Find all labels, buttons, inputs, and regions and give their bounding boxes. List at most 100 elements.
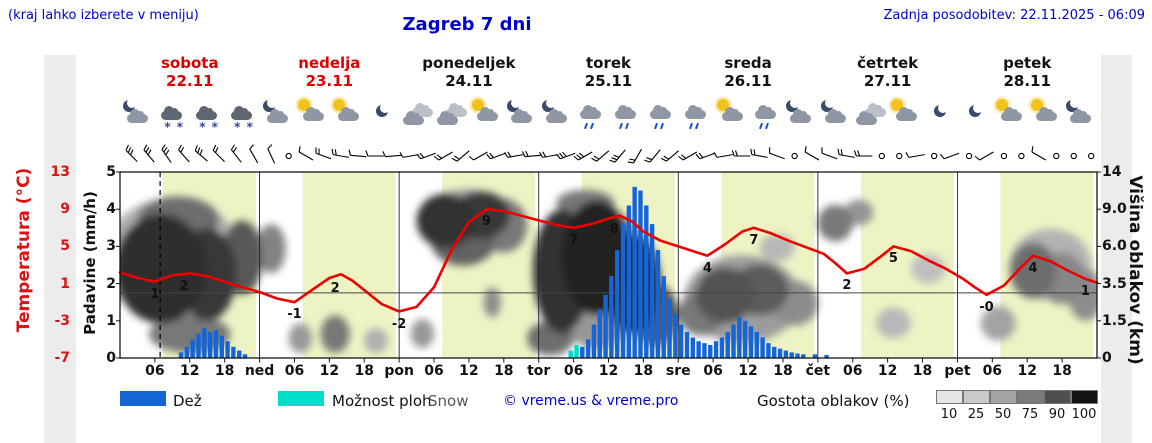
- wind-barb-icon: [178, 144, 190, 163]
- cloud-blob: [759, 234, 795, 262]
- rain-bar: [783, 350, 789, 358]
- wind-barb-icon: [212, 144, 225, 163]
- wind-barb-icon: [125, 144, 138, 163]
- rain-legend-swatch: [120, 391, 166, 406]
- calm-wind-icon: [1088, 152, 1095, 160]
- rain-bar: [754, 331, 759, 358]
- copyright-link[interactable]: © vreme.us & vreme.pro: [503, 393, 679, 409]
- wind-barb-icon: [315, 147, 332, 160]
- wind-barb-icon: [249, 144, 259, 164]
- wind-barb-icon: [905, 152, 925, 158]
- cloud-blob: [817, 204, 853, 242]
- calm-wind-icon: [1053, 152, 1060, 160]
- grid-lines: [120, 172, 1097, 358]
- wind-barb-icon: [644, 149, 661, 163]
- rain-bar: [585, 339, 591, 358]
- wind-barb-icon: [660, 150, 679, 162]
- rain-bar: [242, 354, 248, 358]
- cloud-layer: [120, 189, 1097, 356]
- temp-axis-title: Temperatura (°C): [14, 167, 34, 333]
- cloud-blob: [1009, 242, 1057, 299]
- precip-axis-title: Padavine (mm/h): [81, 191, 99, 335]
- wind-barb-icon: [695, 152, 716, 160]
- rain-bar: [231, 346, 236, 358]
- rain-bar: [731, 324, 736, 358]
- calm-wind-icon: [791, 152, 798, 160]
- axis-tick-marks: [116, 171, 1101, 363]
- wind-barb-icon: [627, 148, 643, 164]
- last-update-text: Zadnja posodobitev: 22.11.2025 - 06:09: [883, 8, 1145, 23]
- rain-bar: [661, 276, 666, 358]
- wind-barb-icon: [194, 145, 208, 162]
- wind-barb-icon: [348, 149, 367, 158]
- wind-barb-icon: [750, 148, 768, 158]
- cloud-blob: [483, 287, 501, 318]
- wind-barb-icon: [769, 147, 785, 160]
- wind-barb-icon: [713, 152, 733, 158]
- wind-barb-icon: [365, 150, 384, 157]
- precipitation-bars: [178, 186, 829, 358]
- cloud-blob: [876, 307, 911, 339]
- rain-bar: [591, 324, 597, 358]
- wind-barb-icon: [399, 152, 419, 158]
- rain-bar: [713, 341, 719, 358]
- cloud-blob: [256, 224, 286, 274]
- wind-barb-icon: [853, 150, 873, 157]
- wind-barb-icon: [1031, 146, 1047, 161]
- calm-wind-icon: [931, 152, 938, 160]
- rain-bar: [219, 335, 224, 358]
- calm-wind-icon: [965, 152, 973, 160]
- rain-bar: [812, 354, 818, 358]
- cloud-blob: [120, 214, 208, 324]
- wind-barb-icon: [609, 149, 626, 163]
- rain-bar: [632, 186, 637, 358]
- wind-barb-icon: [451, 150, 470, 162]
- rain-bar: [737, 317, 742, 358]
- rain-bar: [597, 309, 602, 358]
- wind-barb-icon: [416, 152, 436, 160]
- wind-barb-icon: [267, 144, 276, 164]
- shower-legend-swatch: [278, 391, 324, 406]
- rain-bar: [184, 346, 190, 358]
- cloud-blob: [288, 323, 312, 354]
- rain-bar: [684, 331, 690, 358]
- right-margin-strip: [1101, 55, 1132, 443]
- rain-bar: [638, 190, 643, 358]
- calm-wind-icon: [285, 152, 292, 160]
- wind-barb-icon: [331, 148, 349, 158]
- wind-barb-icon: [556, 151, 576, 160]
- wind-barb-icon: [161, 144, 172, 163]
- wind-barb-icon: [230, 144, 242, 163]
- cloud-blob: [980, 305, 1016, 341]
- wind-barb-row: [125, 144, 1095, 164]
- cloud-blob: [561, 200, 632, 316]
- rain-bar: [795, 353, 800, 358]
- wind-barb-icon: [678, 151, 698, 161]
- cloud-blob: [320, 315, 350, 354]
- rain-bar: [702, 343, 707, 358]
- wind-barb-icon: [573, 151, 593, 161]
- rain-bar: [760, 337, 765, 358]
- wind-barb-icon: [539, 151, 559, 158]
- wind-barb-icon: [837, 148, 855, 158]
- rain-bar: [615, 250, 620, 358]
- shower-bar: [574, 344, 579, 358]
- rain-bar: [649, 224, 655, 358]
- shower-bar: [568, 350, 573, 358]
- wind-barb-icon: [298, 146, 314, 161]
- rain-bar: [620, 224, 626, 358]
- calm-wind-icon: [1070, 152, 1077, 160]
- cloud-height-axis-title: Višina oblakov (km): [1125, 175, 1145, 365]
- page-title: Zagreb 7 dni: [402, 14, 532, 35]
- cloud-density-legend-label: Gostota oblakov (%): [757, 392, 910, 410]
- calm-wind-icon: [1000, 152, 1008, 160]
- rain-bar: [772, 346, 777, 358]
- wind-barb-icon: [939, 152, 960, 160]
- snow-legend-label: Snow: [428, 392, 469, 410]
- rain-bar: [708, 344, 713, 358]
- rain-bar: [655, 250, 661, 358]
- cloud-blob: [364, 328, 388, 354]
- rain-bar: [777, 348, 783, 358]
